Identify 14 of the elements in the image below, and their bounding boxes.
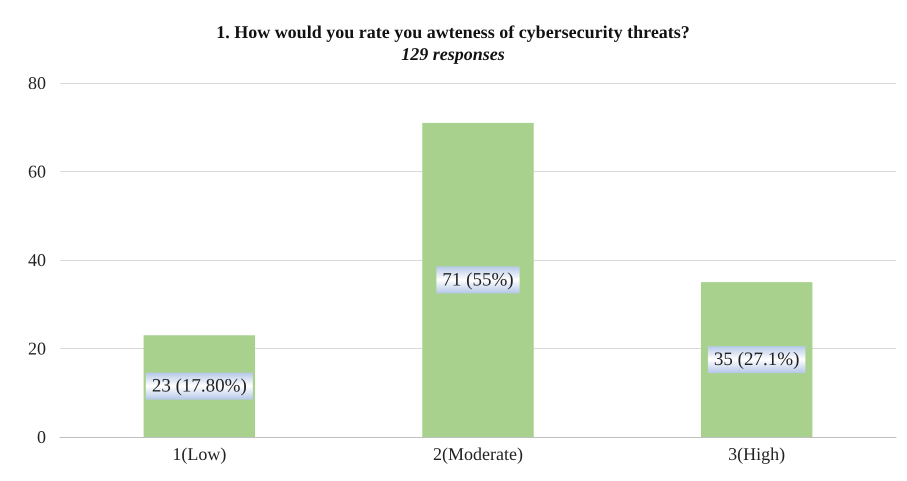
data-label: 35 (27.1%) bbox=[714, 349, 800, 370]
y-tick-label: 0 bbox=[37, 427, 46, 447]
chart-subtitle: 129 responses bbox=[401, 44, 505, 64]
bar bbox=[422, 122, 534, 437]
y-tick-label: 40 bbox=[28, 250, 46, 270]
y-tick-label: 80 bbox=[28, 73, 46, 93]
chart-title: 1. How would you rate you awteness of cybersecurity threats? bbox=[216, 22, 690, 42]
y-tick-label: 20 bbox=[28, 338, 46, 358]
x-tick-label: 1(Low) bbox=[172, 444, 226, 464]
y-tick-label: 60 bbox=[28, 162, 46, 182]
x-tick-label: 2(Moderate) bbox=[433, 444, 523, 464]
x-tick-label: 3(High) bbox=[728, 444, 786, 464]
data-label: 23 (17.80%) bbox=[152, 376, 247, 397]
data-label: 71 (55%) bbox=[442, 269, 514, 290]
